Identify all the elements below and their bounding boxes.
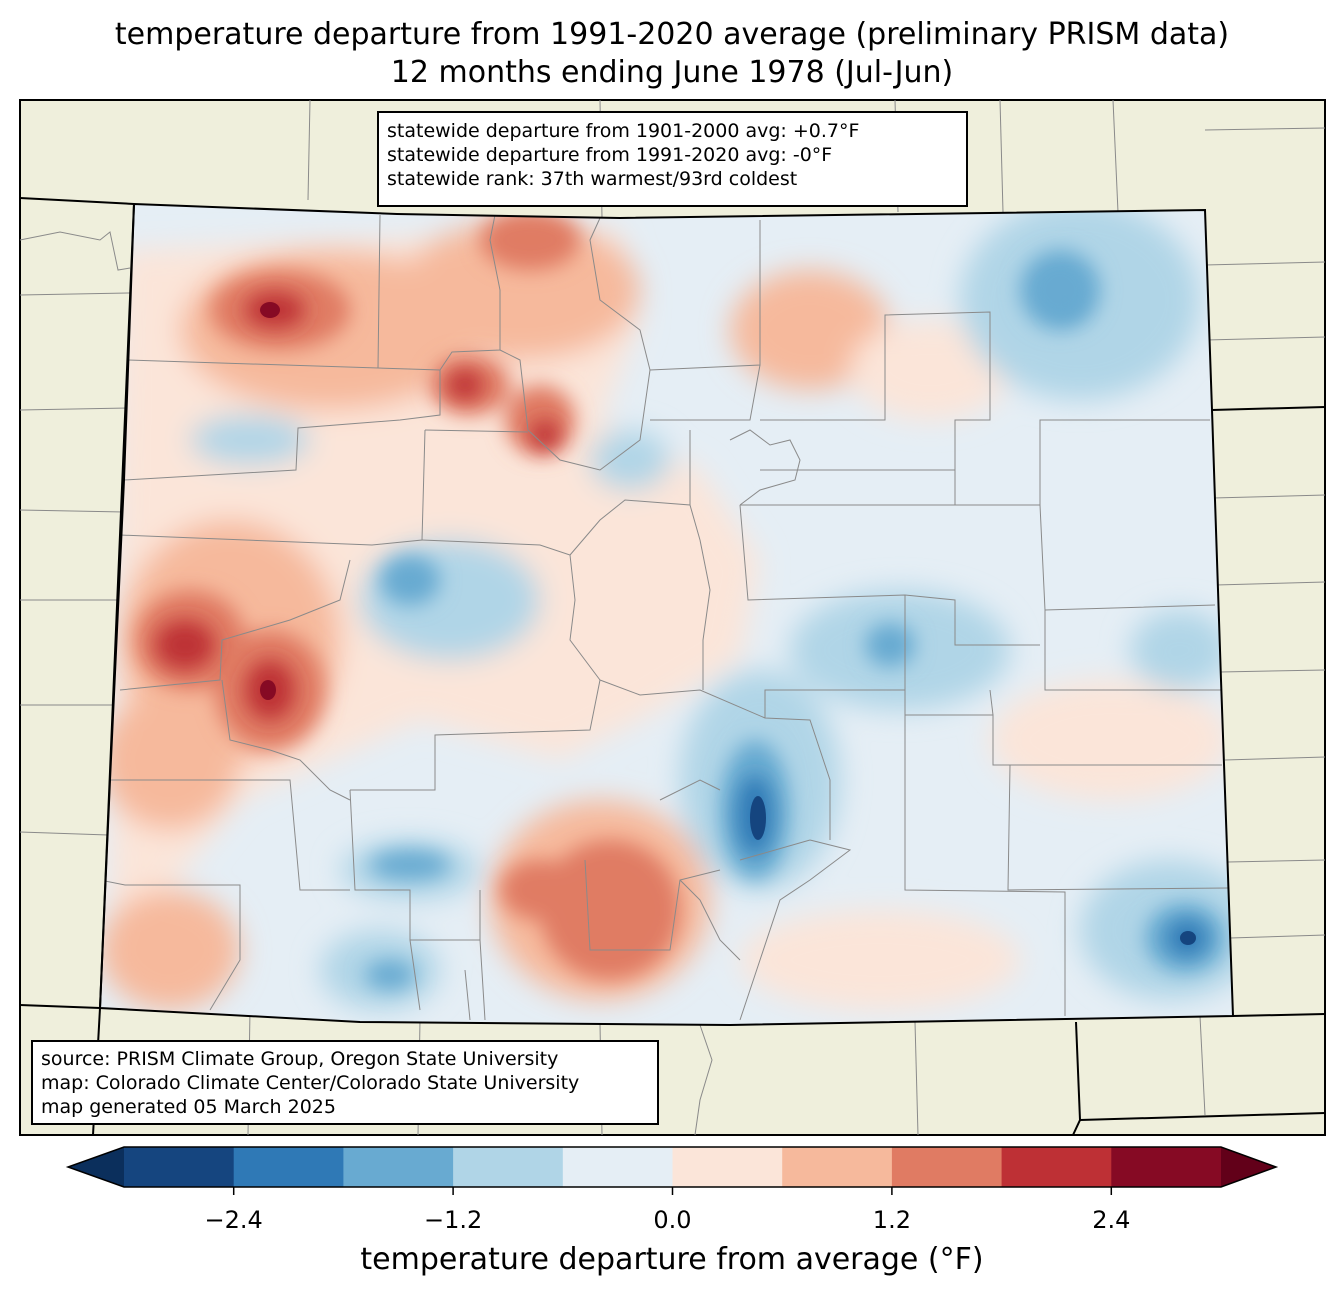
colorbar-outline	[65, 1146, 1279, 1188]
colorbar	[65, 1146, 1279, 1195]
colorbar-tick-label: −2.4	[204, 1206, 263, 1234]
map-title: temperature departure from 1991-2020 ave…	[114, 17, 1230, 52]
colorbar-over-arrow	[1221, 1147, 1276, 1187]
colorbar-cell	[233, 1147, 344, 1187]
colorbar-cell	[1111, 1147, 1222, 1187]
map-subtitle: 12 months ending June 1978 (Jul-Jun)	[390, 55, 954, 90]
colorbar-tick-label: 1.2	[872, 1206, 911, 1234]
source-generated-date: map generated 05 March 2025	[41, 1096, 336, 1118]
county-lines	[100, 214, 1229, 1021]
colorbar-cell	[672, 1147, 783, 1187]
colorbar-under-arrow	[68, 1147, 124, 1187]
colorbar-cell	[453, 1147, 564, 1187]
neighbor-county-lines	[19, 99, 1326, 1136]
irregular-county-line	[729, 429, 801, 506]
colorbar-cell	[1001, 1147, 1112, 1187]
colorbar-cell	[343, 1147, 454, 1187]
colorbar-cell	[891, 1147, 1003, 1187]
colorado-border	[98, 202, 1235, 1027]
colorbar-cell	[562, 1147, 673, 1187]
statewide-stats-box: statewide departure from 1901-2000 avg: …	[377, 111, 968, 207]
stats-departure-1901-2000: statewide departure from 1901-2000 avg: …	[387, 120, 860, 142]
colorbar-tick-label: 0.0	[653, 1206, 692, 1234]
colorbar-label: temperature departure from average (°F)	[360, 1242, 984, 1277]
source-box: source: PRISM Climate Group, Oregon Stat…	[31, 1040, 659, 1125]
colorbar-cell	[782, 1147, 893, 1187]
colorbar-cell	[124, 1147, 235, 1187]
colorbar-tick-label: 2.4	[1092, 1206, 1131, 1234]
stats-rank: statewide rank: 37th warmest/93rd coldes…	[387, 168, 798, 190]
colorbar-tick-label: −1.2	[423, 1206, 483, 1234]
stats-departure-1991-2020: statewide departure from 1991-2020 avg: …	[387, 144, 833, 166]
source-data-credit: source: PRISM Climate Group, Oregon Stat…	[41, 1048, 559, 1070]
source-map-credit: map: Colorado Climate Center/Colorado St…	[41, 1072, 580, 1094]
departure-field	[100, 204, 1233, 1025]
